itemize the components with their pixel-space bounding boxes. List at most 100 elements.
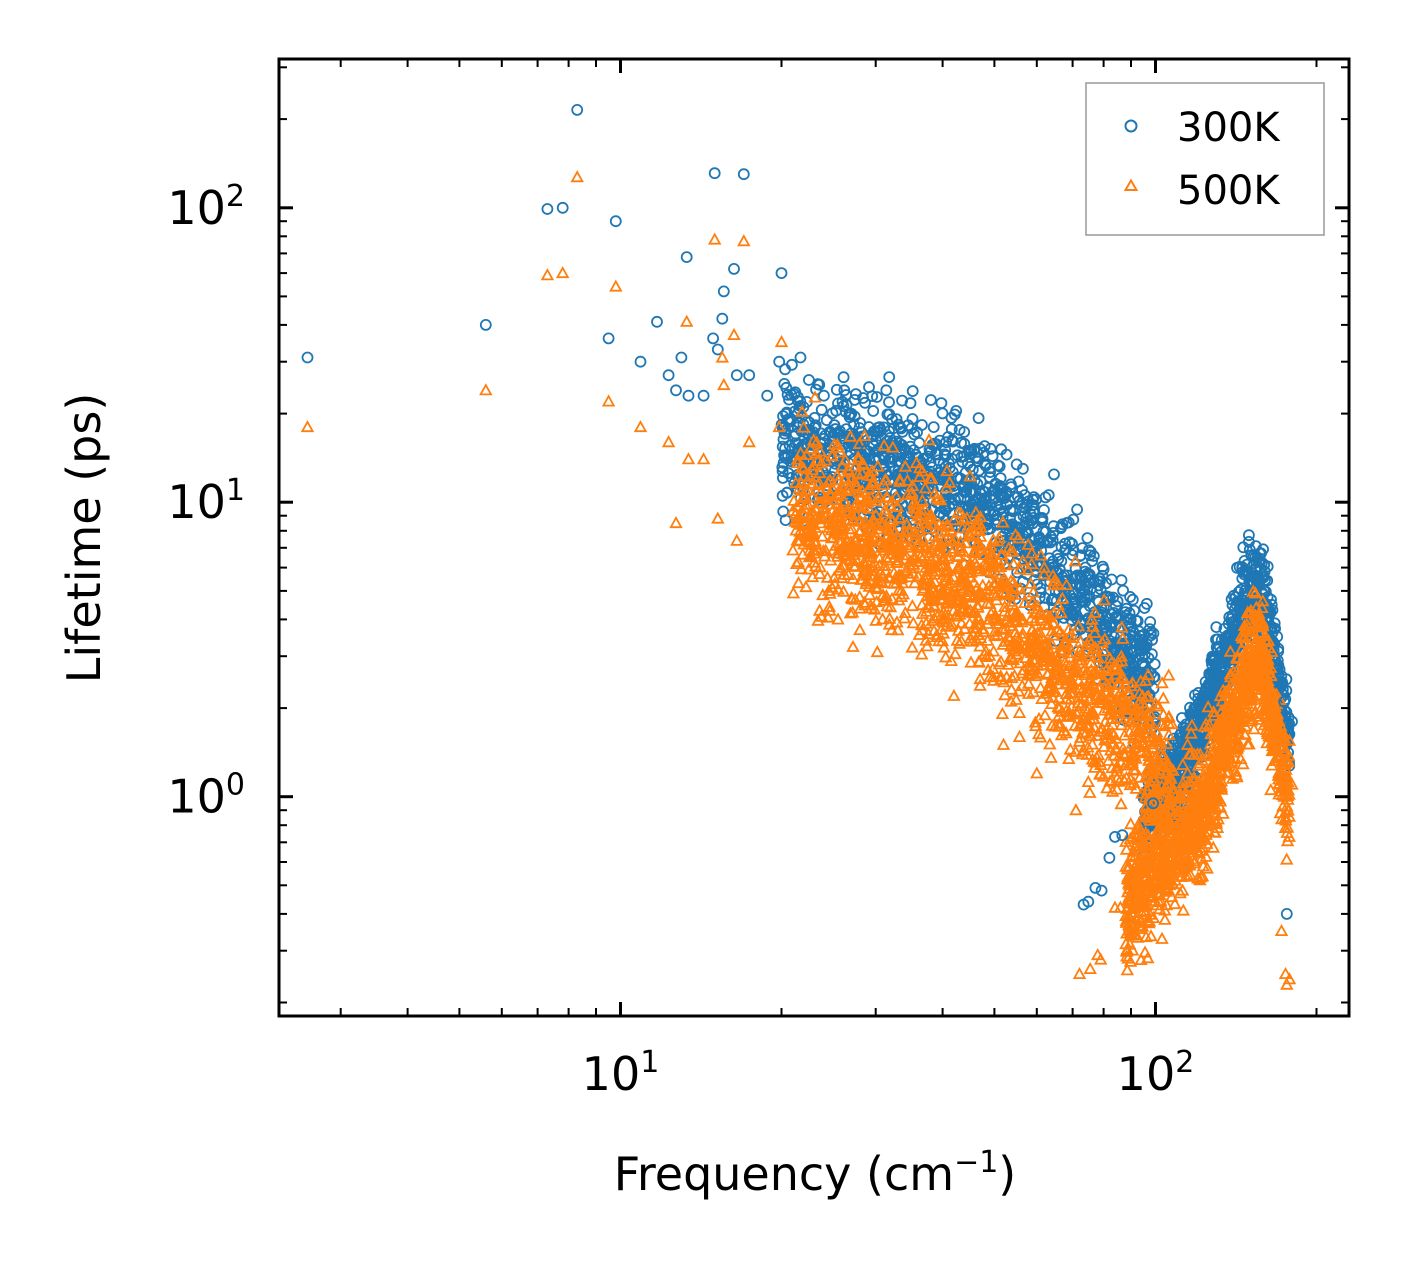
- dense-point-1-1-1167: [1159, 781, 1174, 794]
- dense-point-1-0-1473: [1125, 736, 1139, 749]
- dense-point-1-0-1380: [1068, 554, 1083, 567]
- dense-point-1-0-1472: [942, 475, 957, 488]
- dense-point-1-1-1120: [1175, 883, 1190, 896]
- dense-point-1-0-1012: [920, 639, 934, 652]
- dense-point-1-0-1581: [1007, 668, 1022, 681]
- dense-point-0-0-1048: [1060, 574, 1073, 587]
- dense-point-0-0-1152: [1080, 571, 1092, 584]
- dense-point-1-0-1408: [1068, 718, 1082, 731]
- dense-point-1-0-1196: [837, 544, 851, 557]
- dense-point-1-0-1532: [1122, 758, 1137, 771]
- dense-point-1-1-182: [1158, 912, 1172, 925]
- dense-point-1-0-315: [857, 428, 872, 442]
- dense-point-0-0-1195: [822, 451, 834, 464]
- dense-point-1-0-1248: [1082, 633, 1096, 646]
- dense-point-1-0-1429: [907, 576, 922, 589]
- dense-point-0-0-1203: [1047, 555, 1059, 568]
- dense-point-1-0-368: [815, 529, 830, 542]
- dense-point-1-0-907: [1046, 578, 1061, 591]
- dense-point-1-0-1383: [1008, 625, 1023, 638]
- dense-point-0-1-841: [1252, 555, 1265, 568]
- dense-point-1-0-1488: [1017, 595, 1032, 608]
- dense-point-1-0-1439: [803, 547, 818, 561]
- dense-point-0-0-1187: [844, 446, 857, 459]
- dense-point-1-0-1560: [942, 588, 957, 601]
- dense-point-1-0-470: [1110, 771, 1124, 784]
- dense-point-1-1-725: [1279, 852, 1294, 865]
- dense-point-1-0-1371: [843, 552, 858, 565]
- dense-point-0-0-1054: [779, 363, 791, 376]
- dense-point-0-0-436: [948, 408, 961, 421]
- dense-point-1-0-1574: [903, 554, 917, 567]
- dense-point-1-0-1372: [885, 533, 900, 546]
- dense-point-1-1-1196: [1200, 801, 1215, 814]
- dense-point-1-0-1284: [972, 523, 987, 536]
- dense-point-1-0-872: [1035, 691, 1049, 704]
- dense-point-1-0-1479: [1094, 687, 1109, 700]
- dense-point-1-0-1251: [964, 655, 978, 668]
- dense-point-1-1-1180: [1222, 716, 1236, 729]
- dense-point-1-0-1346: [1145, 764, 1159, 777]
- dense-point-0-0-23: [896, 394, 908, 407]
- dense-point-1-0-1185: [827, 570, 841, 583]
- dense-point-1-0-1438: [1157, 718, 1172, 732]
- dense-point-1-0-1255: [905, 599, 920, 612]
- dense-point-1-0-993: [903, 540, 918, 553]
- dense-point-0-0-289: [906, 385, 919, 398]
- dense-point-1-0-1376: [995, 576, 1010, 589]
- dense-point-1-0-1035: [1084, 691, 1098, 704]
- dense-point-0-0-944: [1035, 544, 1047, 557]
- dense-point-1-0-1065: [1005, 606, 1020, 619]
- dense-point-1-1-849: [1162, 844, 1176, 857]
- dense-point-1-0-1516: [925, 592, 939, 605]
- dense-point-1-1-639: [1143, 874, 1158, 887]
- dense-point-1-0-738: [1068, 744, 1083, 757]
- dense-point-0-0-1235: [797, 418, 810, 431]
- dense-point-1-0-1375: [801, 483, 816, 496]
- dense-point-1-0-1355: [1028, 613, 1042, 626]
- dense-point-1-1-1094: [1120, 943, 1134, 956]
- dense-point-1-0-1478: [1071, 619, 1086, 632]
- dense-point-1-1-567: [1271, 772, 1286, 785]
- dense-point-0-0-215: [883, 396, 895, 409]
- dense-point-1-0-1076: [935, 586, 949, 599]
- dense-point-1-0-1477: [946, 570, 961, 583]
- dense-point-1-1-1197: [1189, 808, 1203, 821]
- dense-point-1-1-1047: [1230, 650, 1244, 663]
- dense-point-1-0-1502: [988, 575, 1002, 588]
- dense-point-1-1-1166: [1243, 683, 1258, 696]
- dense-point-1-0-1525: [928, 558, 942, 571]
- dense-point-1-0-1568: [1139, 717, 1154, 730]
- dense-point-1-0-319: [1033, 680, 1048, 693]
- dense-point-1-0-979: [937, 640, 951, 653]
- dense-point-1-0-932: [1119, 770, 1134, 784]
- dense-point-1-0-732: [993, 669, 1008, 682]
- dense-point-1-1-1111: [1220, 766, 1234, 779]
- dense-point-1-0-1283: [838, 538, 853, 551]
- dense-point-1-1-1149: [1203, 749, 1217, 762]
- dense-point-1-0-797: [824, 531, 839, 544]
- dense-point-1-0-1130: [796, 420, 811, 433]
- dense-point-1-1-1140: [1212, 720, 1227, 733]
- dense-point-1-0-1352: [1153, 735, 1168, 748]
- dense-point-1-0-1596: [831, 489, 846, 502]
- dense-point-1-0-1463: [1074, 685, 1089, 698]
- dense-point-1-1-1029: [1261, 662, 1276, 675]
- dense-point-1-0-1344: [1124, 713, 1138, 726]
- dense-point-1-0-1580: [947, 513, 961, 526]
- dense-point-1-0-1547: [795, 483, 809, 496]
- dense-point-0-0-963: [817, 432, 830, 445]
- dense-point-1-0-467: [1024, 576, 1038, 589]
- dense-point-1-0-289: [1083, 785, 1097, 798]
- dense-point-1-0-1481: [1099, 722, 1114, 735]
- dense-point-1-0-1161: [944, 522, 958, 535]
- dense-point-1-0-556: [1114, 797, 1128, 810]
- dense-point-1-0-1166: [1033, 611, 1048, 624]
- dense-point-1-0-1508: [889, 547, 903, 560]
- dense-point-1-1-1079: [1170, 805, 1185, 818]
- dense-point-0-1-724: [1227, 589, 1240, 602]
- dense-point-1-0-1132: [1083, 649, 1097, 662]
- dense-point-1-0-1567: [1099, 684, 1114, 697]
- dense-point-1-0-1114: [870, 581, 885, 595]
- dense-point-1-1-1011: [1150, 799, 1164, 812]
